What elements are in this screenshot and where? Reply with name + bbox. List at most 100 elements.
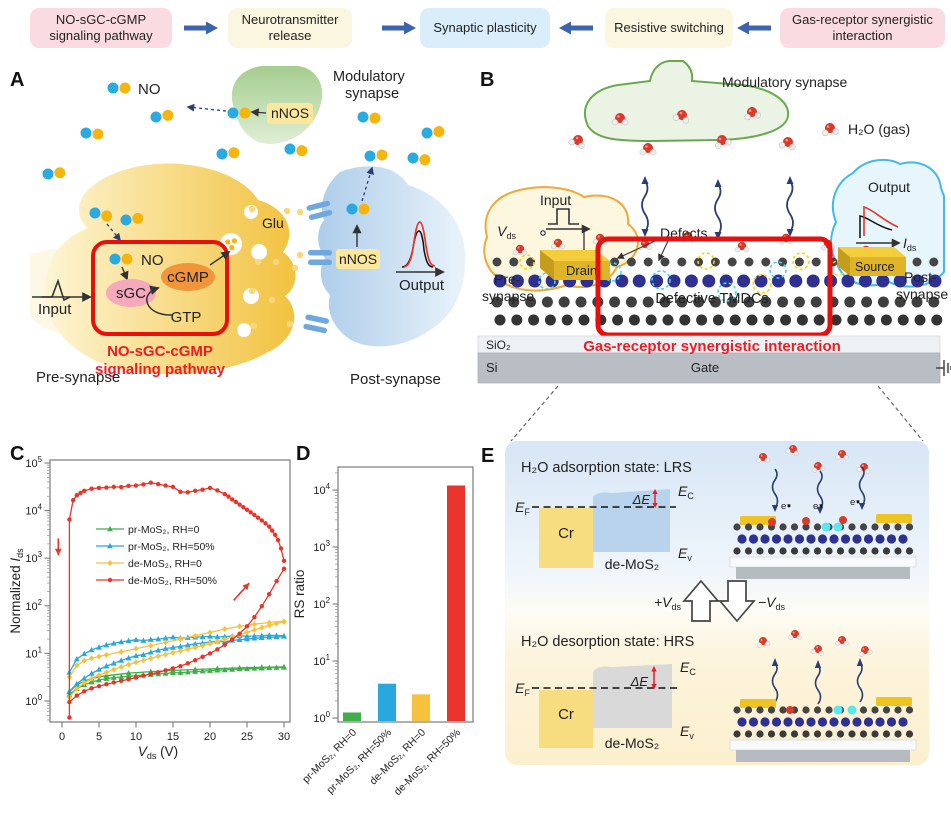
pathway-caption: signaling pathway	[95, 361, 226, 378]
lattice-atom	[756, 547, 764, 555]
data-point	[111, 484, 117, 490]
modulatory-label: synapse	[345, 86, 399, 102]
delta-e-label: ΔE	[632, 492, 651, 507]
lattice-atom	[830, 314, 842, 326]
data-point	[214, 633, 221, 640]
pathway-caption: NO-sGC-cGMP	[107, 343, 213, 360]
data-point	[70, 498, 76, 503]
lattice-atom	[727, 257, 737, 267]
data-point	[140, 637, 147, 643]
data-point	[96, 683, 102, 689]
lattice-atom	[882, 547, 891, 555]
data-point	[192, 666, 199, 672]
lattice-atom	[905, 706, 914, 714]
lattice-atom	[610, 257, 620, 267]
ids-label: Ids	[903, 235, 917, 253]
lattice-atom	[693, 296, 705, 308]
lattice-atom	[859, 730, 868, 738]
lattice-atom	[848, 523, 856, 531]
data-point	[251, 621, 258, 628]
data-point	[107, 542, 113, 549]
data-point	[178, 663, 183, 669]
sio2-label: SiO₂	[486, 338, 511, 352]
lattice-atom	[813, 314, 825, 326]
lattice-atom	[509, 257, 519, 267]
lattice-atom	[794, 717, 805, 727]
data-point	[140, 651, 147, 657]
lattice-atom	[737, 534, 747, 544]
electron-dot	[787, 504, 791, 508]
tick-label: 104	[313, 482, 330, 497]
data-point	[193, 657, 198, 663]
electron-dot	[856, 500, 860, 504]
lattice-atom	[847, 314, 859, 326]
data-point	[259, 604, 264, 609]
demos2-label: de-MoS₂	[605, 556, 659, 572]
plus-vds-label: +Vds	[654, 594, 682, 612]
panel-b: B Modulatory synapse H₂O (gas) Input Vds	[477, 60, 951, 442]
input-pulse-icon	[548, 208, 579, 225]
cgmp-label: cGMP	[167, 269, 209, 286]
lattice-atom	[493, 274, 507, 288]
electrode-pad	[740, 699, 776, 708]
lattice-atom	[898, 534, 908, 544]
data-point	[96, 676, 102, 683]
data-point	[107, 525, 113, 532]
data-point	[267, 592, 272, 597]
interaction-caption: Gas-receptor synergistic interaction	[583, 338, 841, 355]
panel-d-label: D	[296, 443, 310, 465]
lattice-special-atom	[786, 706, 794, 714]
data-point	[184, 642, 191, 648]
lattice-atom	[905, 547, 914, 555]
data-point	[273, 632, 280, 638]
no-to-sgc-arrow	[120, 266, 129, 281]
output-label: Output	[868, 179, 910, 195]
data-point	[170, 484, 176, 490]
reset-arrow-icon	[718, 580, 756, 623]
data-point	[110, 674, 117, 680]
terminal-icon	[540, 230, 546, 236]
data-point	[67, 715, 72, 720]
flow-step-signaling: NO-sGC-cGMP signaling pathway	[30, 8, 172, 48]
lattice-atom	[793, 296, 805, 308]
lattice-atom	[863, 717, 874, 727]
lattice-atom	[771, 274, 785, 288]
data-point	[251, 632, 258, 639]
lattice-atom	[615, 274, 629, 288]
lattice-atom	[756, 706, 764, 714]
data-point	[96, 485, 102, 491]
data-point	[222, 626, 228, 633]
data-point	[192, 640, 199, 647]
lattice-atom	[645, 314, 657, 326]
lattice-atom	[783, 534, 793, 544]
data-point	[103, 651, 110, 658]
tick-label: 100	[313, 710, 330, 725]
data-point	[81, 650, 88, 657]
nnos-label: nNOS	[339, 251, 377, 267]
lattice-atom	[729, 314, 741, 326]
data-point	[170, 644, 176, 650]
data-point	[133, 675, 139, 680]
data-point	[263, 521, 268, 526]
sgc-ellipse	[106, 279, 156, 307]
lattice-atom	[914, 314, 926, 326]
data-point	[258, 664, 265, 670]
lattice-atom	[756, 730, 764, 738]
lattice-atom	[859, 547, 868, 555]
data-point	[96, 644, 102, 650]
lattice-atom	[794, 534, 805, 544]
lattice-atom	[677, 257, 687, 267]
lattice-atom	[679, 314, 691, 326]
data-point	[266, 619, 272, 626]
lattice-atom	[744, 523, 753, 531]
no-legend-label: NO	[138, 81, 161, 98]
data-point	[185, 661, 190, 666]
lattice-atom	[852, 717, 862, 727]
lattice-atom	[511, 314, 523, 326]
sgc-label: sGC	[116, 285, 146, 302]
lattice-atom	[628, 314, 640, 326]
lrs-lattice	[733, 516, 914, 555]
data-point	[118, 638, 125, 645]
lattice-atom	[882, 706, 891, 714]
substrate-top	[729, 556, 917, 568]
